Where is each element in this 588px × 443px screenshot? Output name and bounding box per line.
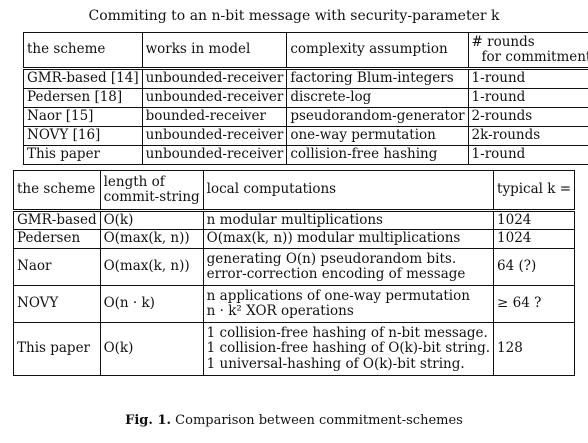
table-cell: unbounded-receiver — [141, 88, 288, 108]
table-cell: Naor — [13, 248, 101, 286]
table-cell: n modular multiplications — [202, 210, 495, 230]
header-cell: length of commit-string — [99, 170, 204, 212]
table-cell: 1024 — [493, 210, 576, 230]
table-row: Naor O(max(k, n)) generating O(n) pseudora… — [13, 248, 576, 286]
header-cell: works in model — [141, 32, 288, 70]
table-cell: unbounded-receiver — [141, 126, 288, 146]
header-cell: complexity assumption — [286, 32, 469, 70]
table-cell: NOVY [16] — [23, 126, 143, 146]
figure-caption-text: Comparison between commitment-schemes — [175, 413, 463, 428]
efficiency-comparison-table: the scheme length of commit-string local … — [13, 170, 576, 376]
table-cell: 2k-rounds — [467, 126, 588, 146]
table-cell: factoring Blum-integers — [286, 68, 469, 89]
table-header-row: the scheme works in model complexity ass… — [23, 32, 588, 70]
table-cell: Pedersen — [13, 229, 101, 249]
rounds-comparison-table: the scheme works in model complexity ass… — [23, 32, 588, 165]
table-cell: Naor [15] — [23, 107, 143, 127]
table-cell: unbounded-receiver — [141, 145, 288, 165]
table-cell: 1024 — [493, 229, 576, 249]
table-cell: 2-rounds — [467, 107, 588, 127]
table-cell: O(max(k, n)) — [99, 229, 204, 249]
table-cell: NOVY — [13, 285, 101, 323]
table-row: This paper O(k) 1 collision-free hashing o… — [13, 322, 576, 376]
table-cell: bounded-receiver — [141, 107, 288, 127]
table-cell: Pedersen [18] — [23, 88, 143, 108]
table-cell: discrete-log — [286, 88, 469, 108]
table-cell: GMR-based [14] — [23, 68, 143, 89]
table-cell: O(k) — [99, 210, 204, 230]
header-cell: # rounds for commitment — [467, 32, 588, 70]
table-row: NOVY [16] unbounded-receiver one-way permu… — [23, 126, 588, 146]
table-cell: O(n · k) — [99, 285, 204, 323]
figure-label: Fig. 1. — [125, 413, 172, 428]
table-cell: generating O(n) pseudorandom bits. error-… — [202, 248, 495, 286]
table-cell: ≥ 64 ? — [493, 285, 576, 323]
table-cell: 128 — [493, 322, 576, 376]
header-cell: local computations — [202, 170, 495, 212]
header-cell: the scheme — [23, 32, 143, 70]
table-row: Naor [15] bounded-receiver pseudorandom-ge… — [23, 107, 588, 127]
table-cell: This paper — [13, 322, 101, 376]
table-cell: O(max(k, n)) — [99, 248, 204, 286]
table-row: NOVY O(n · k) n applications of one-way pe… — [13, 285, 576, 323]
table-cell: 1-round — [467, 68, 588, 89]
table-cell: 1-round — [467, 88, 588, 108]
table-cell: 1 collision-free hashing of n-bit messag… — [202, 322, 495, 376]
header-cell: the scheme — [13, 170, 101, 212]
table-cell: pseudorandom-generator — [286, 107, 469, 127]
table-cell: collision-free hashing — [286, 145, 469, 165]
table-cell: one-way permutation — [286, 126, 469, 146]
table-cell: O(k) — [99, 322, 204, 376]
header-cell: typical k = — [493, 170, 576, 212]
table-cell: unbounded-receiver — [141, 68, 288, 89]
table-header-row: the scheme length of commit-string local … — [13, 170, 576, 212]
table-cell: GMR-based — [13, 210, 101, 230]
table-cell: 1-round — [467, 145, 588, 165]
table-row: GMR-based [14] unbounded-receiver factorin… — [23, 68, 588, 89]
figure-caption: Fig. 1. Comparison between commitment-sc… — [0, 413, 588, 428]
table-row: Pedersen [18] unbounded-receiver discrete-… — [23, 88, 588, 108]
table-cell: This paper — [23, 145, 143, 165]
table-row: GMR-based O(k) n modular multiplications 10… — [13, 210, 576, 230]
table-cell: n applications of one-way permutation n ·… — [202, 285, 495, 323]
table-title: Commiting to an n-bit message with secur… — [88, 8, 500, 24]
table-cell: O(max(k, n)) modular multiplications — [202, 229, 495, 249]
table-cell: 64 (?) — [493, 248, 576, 286]
table-row: Pedersen O(max(k, n)) O(max(k, n)) modular… — [13, 229, 576, 249]
table-row: This paper unbounded-receiver collision-fr… — [23, 145, 588, 165]
